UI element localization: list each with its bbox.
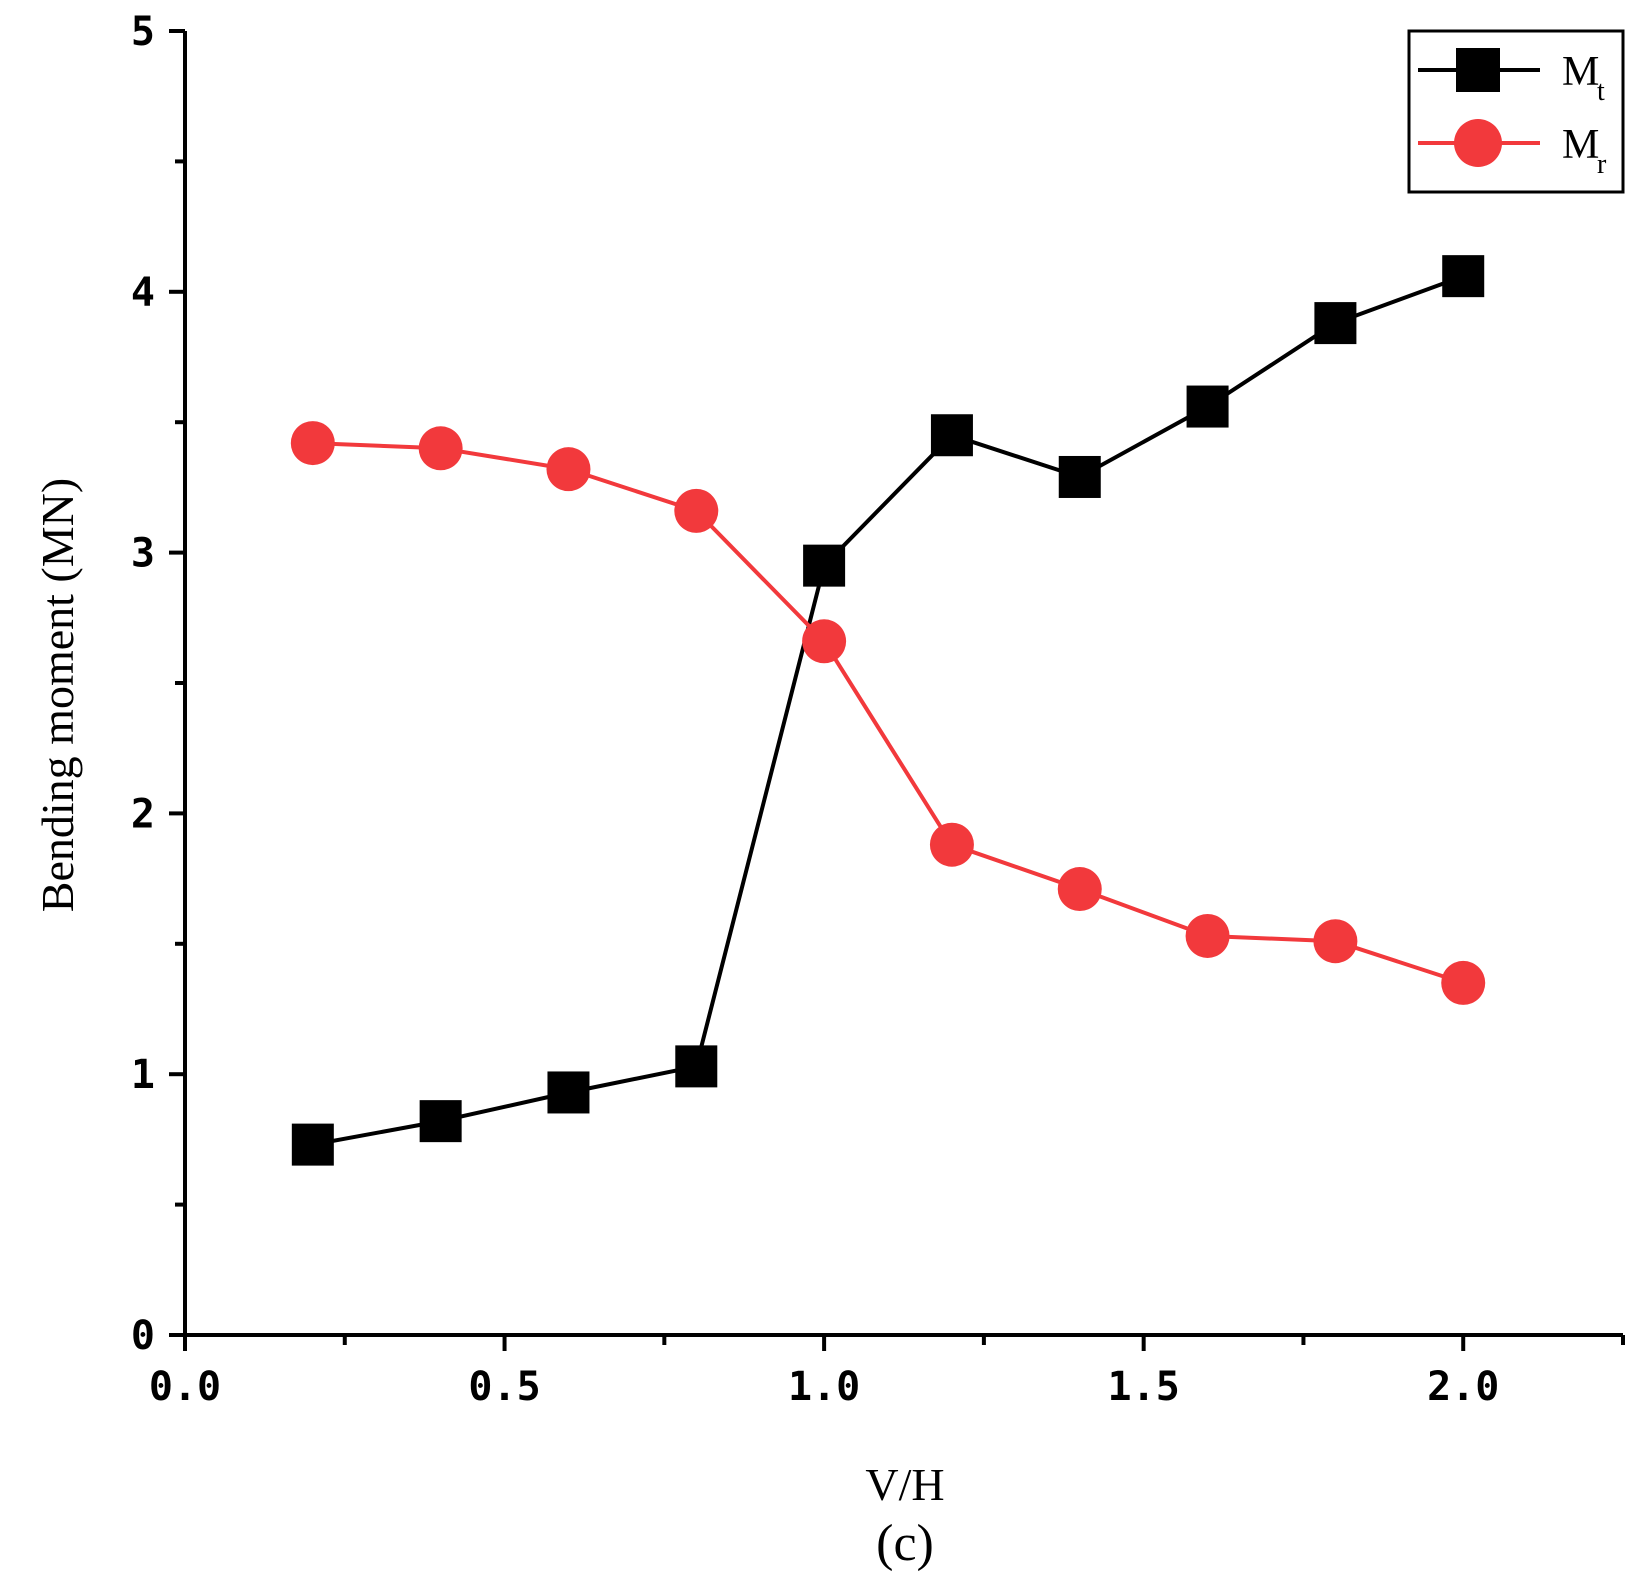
y-tick-label: 1 xyxy=(131,1052,155,1098)
legend-entry-mt: M t xyxy=(1418,48,1605,107)
x-tick-label: 1.0 xyxy=(788,1364,860,1410)
x-axis-title: V/H xyxy=(865,1459,944,1510)
data-point-mr xyxy=(290,421,335,466)
legend: M t M r xyxy=(1407,29,1625,194)
x-tick-label: 1.5 xyxy=(1108,1364,1180,1410)
data-point-mr xyxy=(1313,919,1358,964)
data-point-mr xyxy=(1057,867,1102,912)
axes: 0.0 0.5 1.0 1.5 2.0 0 1 2 3 4 5 xyxy=(131,9,1625,1410)
data-point-mr xyxy=(929,822,974,867)
series-mt xyxy=(291,255,1485,1166)
legend-label-mr-sub: r xyxy=(1597,149,1607,180)
data-point-mt xyxy=(291,1123,334,1166)
series-line-mr xyxy=(312,441,1464,985)
series-layer xyxy=(290,255,1486,1166)
legend-entry-mr: M r xyxy=(1418,119,1607,180)
data-point-mr xyxy=(1441,960,1486,1005)
series-mr xyxy=(290,421,1486,1005)
data-point-mr xyxy=(546,447,591,492)
x-tick-label: 0.0 xyxy=(149,1364,221,1410)
data-point-mr xyxy=(802,619,847,664)
legend-box xyxy=(1407,29,1625,194)
data-point-mt xyxy=(803,544,846,587)
y-tick-label: 0 xyxy=(131,1313,155,1359)
data-point-mt xyxy=(675,1045,718,1088)
legend-marker-mr xyxy=(1454,119,1502,167)
data-point-mr xyxy=(1185,913,1230,958)
x-tick-label: 0.5 xyxy=(468,1364,540,1410)
legend-label-mr: M xyxy=(1562,122,1599,168)
y-tick-label: 5 xyxy=(131,9,155,55)
data-point-mr xyxy=(674,488,719,533)
data-point-mt xyxy=(1442,255,1485,298)
figure-caption: (c) xyxy=(876,1515,934,1572)
data-point-mr xyxy=(418,426,463,471)
y-axis-title: Bending moment (MN) xyxy=(32,478,83,912)
series-line-mt xyxy=(312,274,1464,1147)
y-tick-label: 4 xyxy=(131,270,155,316)
x-tick-label: 2.0 xyxy=(1427,1364,1499,1410)
data-point-mt xyxy=(1186,385,1229,428)
data-point-mt xyxy=(930,414,973,457)
data-point-mt xyxy=(1058,455,1101,498)
y-tick-label: 3 xyxy=(131,531,155,577)
data-point-mt xyxy=(419,1100,462,1143)
legend-label-mt-sub: t xyxy=(1597,76,1605,107)
legend-marker-mt xyxy=(1456,48,1500,92)
data-point-mt xyxy=(547,1071,590,1114)
y-tick-label: 2 xyxy=(131,791,155,837)
data-point-mt xyxy=(1314,302,1357,345)
legend-label-mt: M xyxy=(1562,49,1599,95)
